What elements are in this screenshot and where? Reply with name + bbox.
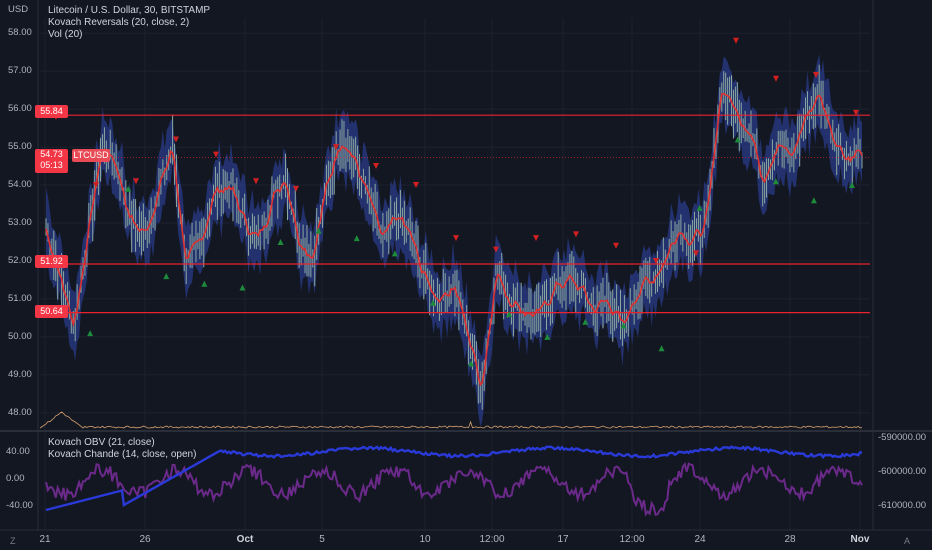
time-tick-label: Nov — [850, 534, 870, 545]
up-reversal-marker — [810, 197, 817, 204]
down-reversal-marker — [293, 185, 299, 192]
price-tick-label: 55.00 — [8, 141, 32, 153]
chande-tick-label: 0.00 — [6, 473, 25, 484]
timezone-toggle-button[interactable]: Z — [10, 536, 16, 546]
price-tick-label: 57.00 — [8, 65, 32, 77]
chande-tick-label: -40.00 — [6, 500, 33, 511]
up-reversal-marker — [772, 178, 779, 185]
down-reversal-marker — [173, 136, 179, 143]
up-reversal-marker — [506, 311, 513, 318]
obv-tick-label: -590000.00 — [878, 432, 927, 443]
chande-legend[interactable]: Kovach Chande (14, close, open) — [48, 449, 197, 460]
up-reversal-marker — [658, 345, 665, 352]
level-high-badge: 55.84 — [35, 105, 68, 118]
up-reversal-marker — [87, 330, 94, 337]
up-reversal-marker — [315, 227, 322, 234]
up-reversal-marker — [277, 238, 284, 245]
down-reversal-marker — [653, 257, 659, 264]
price-tick-label: 58.00 — [8, 27, 32, 39]
up-reversal-marker — [429, 299, 436, 306]
up-reversal-marker — [734, 136, 741, 143]
level-low-badge: 50.64 — [35, 305, 68, 318]
up-reversal-marker — [201, 280, 208, 287]
down-reversal-marker — [333, 144, 339, 151]
time-tick-label: 12:00 — [619, 534, 645, 545]
obv-tick-label: -610000.00 — [878, 500, 927, 511]
up-reversal-marker — [353, 235, 360, 242]
down-reversal-marker — [413, 182, 419, 189]
price-tick-label: 53.00 — [8, 217, 32, 228]
support-resistance-lines — [40, 114, 870, 314]
time-tick-label: 24 — [694, 534, 706, 545]
up-reversal-marker — [544, 333, 551, 340]
down-reversal-marker — [693, 250, 699, 257]
time-tick-label: 17 — [557, 534, 569, 545]
up-reversal-marker — [620, 322, 627, 329]
reversals-legend[interactable]: Kovach Reversals (20, close, 2) — [48, 17, 190, 28]
countdown-timer: 05:13 — [40, 160, 63, 170]
up-reversal-marker — [125, 185, 132, 192]
down-reversal-marker — [773, 75, 779, 82]
up-reversal-marker — [239, 284, 246, 291]
price-tick-label: 48.00 — [8, 406, 32, 418]
obv-line — [45, 445, 862, 512]
current-price-badge: 54.73 05:13 — [35, 149, 68, 173]
price-tick-label: 52.00 — [8, 254, 32, 266]
time-tick-label: 28 — [784, 534, 796, 545]
down-reversal-marker — [733, 37, 739, 44]
moving-average-line — [45, 92, 863, 387]
price-tick-label: 51.00 — [8, 292, 32, 304]
price-tick-label: 49.00 — [8, 368, 32, 380]
volume-pane — [39, 411, 863, 429]
down-reversal-marker — [253, 178, 259, 185]
price-candles — [45, 64, 863, 410]
volume-line — [39, 411, 863, 429]
lower-indicator-pane — [0, 430, 932, 517]
up-reversal-marker — [696, 204, 703, 211]
level-mid-badge: 51.92 — [35, 255, 68, 268]
down-reversal-marker — [453, 235, 459, 242]
up-reversal-marker — [849, 182, 855, 189]
down-reversal-marker — [213, 151, 219, 158]
chande-tick-label: 40.00 — [6, 446, 30, 457]
down-reversal-marker — [533, 235, 539, 242]
auto-scale-button[interactable]: A — [904, 536, 911, 546]
chande-line — [45, 461, 863, 517]
time-tick-label: 21 — [39, 534, 51, 545]
up-reversal-marker — [163, 273, 170, 280]
down-reversal-marker — [813, 71, 819, 78]
down-reversal-marker — [133, 178, 139, 185]
down-reversal-marker — [573, 231, 579, 238]
time-tick-label: 5 — [319, 534, 325, 545]
up-reversal-marker — [582, 318, 589, 325]
symbol-legend[interactable]: Litecoin / U.S. Dollar, 30, BITSTAMP — [48, 5, 211, 16]
down-reversal-marker — [493, 246, 499, 253]
axis-unit-label: USD — [8, 4, 29, 15]
down-reversal-marker — [613, 242, 619, 249]
time-tick-label: 12:00 — [479, 534, 505, 545]
price-tick-label: 50.00 — [8, 330, 32, 342]
ma-path — [45, 92, 863, 387]
obv-tick-label: -600000.00 — [878, 466, 927, 477]
price-tick-label: 54.00 — [8, 179, 32, 191]
obv-legend[interactable]: Kovach OBV (21, close) — [48, 437, 155, 448]
down-reversal-marker — [93, 182, 99, 189]
price-tick-label: 56.00 — [8, 103, 32, 115]
current-price-value: 54.73 — [40, 149, 63, 159]
time-tick-label: 26 — [139, 534, 151, 545]
up-reversal-marker — [391, 250, 398, 257]
time-tick-label: Oct — [236, 534, 254, 545]
down-reversal-marker — [373, 163, 379, 170]
reversal-markers — [49, 37, 859, 367]
symbol-tag: LTCUSD — [72, 149, 110, 162]
time-tick-label: 10 — [419, 534, 431, 545]
down-reversal-marker — [853, 109, 859, 116]
volume-legend[interactable]: Vol (20) — [48, 29, 83, 40]
up-reversal-marker — [468, 360, 475, 367]
